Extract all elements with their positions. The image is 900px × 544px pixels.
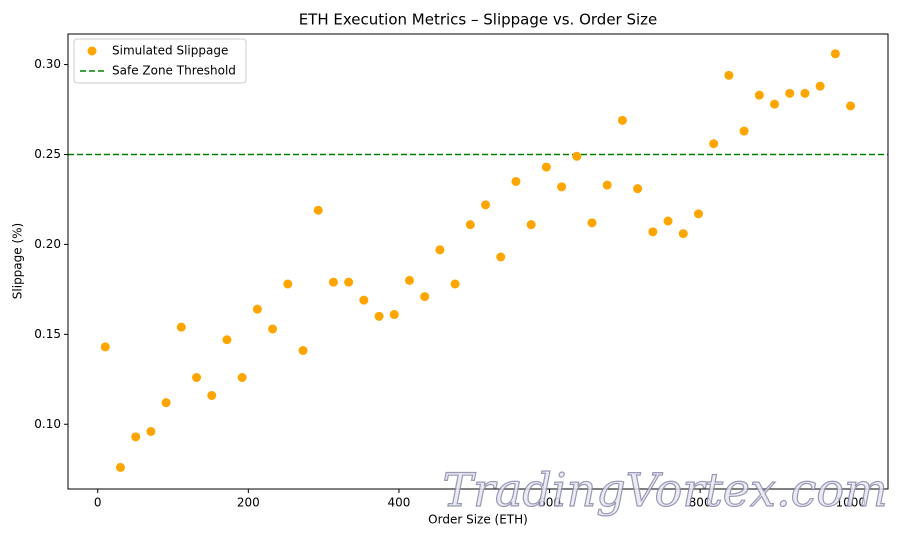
point: [754, 90, 764, 100]
point: [222, 335, 232, 345]
point: [207, 390, 217, 400]
legend-label: Safe Zone Threshold: [112, 64, 236, 78]
point: [648, 227, 658, 237]
point: [176, 322, 186, 332]
x-tick-label: 800: [689, 496, 712, 510]
point: [283, 279, 293, 289]
point: [526, 220, 536, 230]
x-tick-label: 1000: [835, 496, 866, 510]
point: [739, 126, 749, 136]
x-tick-label: 600: [538, 496, 561, 510]
point: [678, 229, 688, 239]
point: [830, 49, 840, 59]
plot-frame: [67, 33, 889, 490]
legend-label: Simulated Slippage: [112, 44, 228, 58]
point: [724, 70, 734, 80]
watermark: TradingVortex.com: [442, 463, 887, 517]
point: [404, 275, 414, 285]
point: [161, 398, 171, 408]
y-axis-label: Slippage (%): [11, 223, 25, 299]
point: [313, 205, 323, 215]
y-tick-label: 0.25: [34, 147, 61, 161]
point: [663, 216, 673, 226]
point: [328, 277, 338, 287]
point: [496, 252, 506, 262]
point: [633, 184, 643, 194]
point: [252, 304, 262, 314]
point: [359, 295, 369, 305]
point: [100, 342, 110, 352]
point: [770, 99, 780, 109]
point: [115, 462, 125, 472]
legend-marker: [87, 46, 97, 56]
point: [541, 162, 551, 172]
point: [617, 115, 627, 125]
point: [146, 426, 156, 436]
point: [268, 324, 278, 334]
point: [420, 292, 430, 302]
x-tick-label: 400: [387, 496, 410, 510]
point: [435, 245, 445, 255]
point: [481, 200, 491, 210]
point: [237, 372, 247, 382]
point: [709, 139, 719, 149]
point: [450, 279, 460, 289]
point: [298, 346, 308, 356]
chart-title: ETH Execution Metrics – Slippage vs. Ord…: [299, 11, 658, 29]
y-tick-label: 0.20: [34, 237, 61, 251]
legend-box: [73, 38, 247, 84]
point: [785, 88, 795, 98]
point: [511, 176, 521, 186]
point: [572, 151, 582, 161]
y-tick-label: 0.30: [34, 57, 61, 71]
point: [192, 372, 202, 382]
point: [374, 311, 384, 321]
y-tick-label: 0.10: [34, 417, 61, 431]
point: [846, 101, 856, 111]
x-axis-label: Order Size (ETH): [428, 513, 528, 527]
point: [557, 182, 567, 192]
point: [344, 277, 354, 287]
x-tick-label: 0: [94, 496, 102, 510]
point: [693, 209, 703, 219]
y-tick-label: 0.15: [34, 327, 61, 341]
point: [131, 432, 141, 442]
point: [587, 218, 597, 228]
point: [800, 88, 810, 98]
point: [389, 310, 399, 320]
point: [815, 81, 825, 91]
point: [602, 180, 612, 190]
x-tick-label: 200: [237, 496, 260, 510]
point: [465, 220, 475, 230]
